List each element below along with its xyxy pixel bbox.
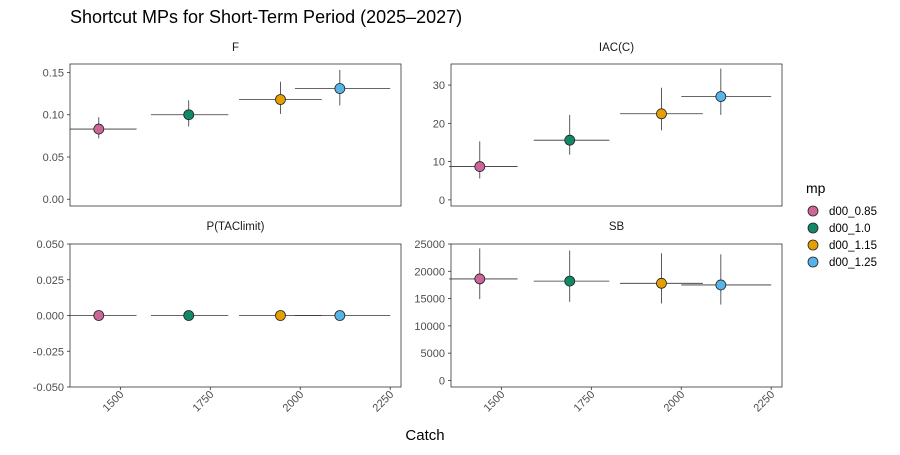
- panel-strip-label: P(TAClimit): [207, 221, 265, 233]
- y-tick-label: 0.00: [43, 194, 64, 206]
- point-marker: [183, 310, 195, 321]
- panel-frame: [450, 243, 783, 388]
- y-tick-label: 10000: [414, 321, 445, 333]
- point-marker: [275, 94, 286, 105]
- point-marker: [656, 108, 667, 120]
- legend: mp d00_0.85 d00_1.0 d00_1.15 d00_1.25: [806, 180, 877, 269]
- data-point-d00_1.0: [533, 114, 610, 155]
- panels-layer: F 0.00 0.05 0.10 0.15 IAC(C) 0 10 20 30 P(TAClimit…: [33, 42, 783, 415]
- data-point-d00_1.0: [150, 310, 229, 321]
- legend-label: d00_1.25: [829, 257, 877, 269]
- data-point-d00_0.85: [70, 310, 137, 321]
- panel-0: F 0.00 0.05 0.10 0.15: [43, 42, 402, 207]
- x-tick-label: 2000: [281, 389, 307, 415]
- y-tick-label: 0: [439, 195, 445, 207]
- y-tick-label: -0.025: [33, 346, 64, 358]
- legend-key: [807, 239, 819, 251]
- point-marker: [275, 310, 286, 321]
- panel-1: IAC(C) 0 10 20 30: [433, 42, 783, 207]
- y-tick-label: 20000: [414, 266, 445, 278]
- legend-label: d00_1.0: [829, 223, 871, 235]
- point-marker: [474, 273, 486, 285]
- chart-title: Shortcut MPs for Short-Term Period (2025…: [70, 7, 462, 27]
- panel-3: SB 0 5000 10000 15000 20000 25000 1500 1750 2000 2…: [414, 221, 783, 415]
- point-marker: [564, 134, 576, 146]
- x-axis-title: Catch: [405, 427, 444, 444]
- x-tick-label: 2250: [752, 389, 778, 415]
- data-point-d00_1.15: [239, 81, 322, 114]
- legend-entry-d00_1.0: d00_1.0: [807, 222, 871, 235]
- point-marker: [183, 109, 195, 121]
- point-marker: [334, 310, 346, 321]
- y-tick-label: 0: [439, 375, 445, 387]
- x-tick-label: 2250: [371, 389, 397, 415]
- data-point-d00_1.25: [294, 69, 391, 106]
- y-tick-label: 5000: [421, 348, 445, 360]
- point-marker: [93, 123, 105, 135]
- data-point-d00_1.25: [681, 68, 772, 115]
- data-point-d00_0.85: [70, 117, 137, 139]
- x-tick-label: 1750: [191, 389, 217, 415]
- point-marker: [474, 161, 486, 172]
- y-tick-label: 10: [433, 157, 445, 169]
- y-tick-label: 15000: [414, 294, 445, 306]
- data-point-d00_1.15: [620, 253, 703, 304]
- legend-entry-d00_1.15: d00_1.15: [807, 239, 877, 252]
- data-point-d00_1.0: [533, 250, 610, 302]
- panel-2: P(TAClimit) -0.050 -0.025 0.000 0.025 0.050 15…: [33, 221, 402, 415]
- point-marker: [656, 277, 667, 289]
- data-point-d00_0.85: [449, 248, 518, 300]
- y-tick-label: 0.000: [36, 311, 64, 323]
- x-tick-label: 2000: [662, 389, 688, 415]
- legend-key: [807, 205, 819, 217]
- y-tick-label: 20: [433, 118, 445, 130]
- y-tick-label: 0.05: [43, 152, 64, 164]
- legend-label: d00_1.15: [829, 240, 877, 252]
- y-tick-label: 0.025: [36, 275, 64, 287]
- data-point-d00_1.0: [150, 100, 229, 127]
- data-point-d00_0.85: [449, 141, 518, 179]
- point-marker: [93, 310, 105, 321]
- point-marker: [564, 275, 576, 287]
- legend-entry-d00_1.25: d00_1.25: [807, 256, 877, 269]
- data-point-d00_1.25: [294, 310, 391, 321]
- x-tick-label: 1500: [482, 389, 508, 415]
- y-tick-label: 25000: [414, 239, 445, 251]
- panel-frame: [450, 63, 783, 207]
- data-point-d00_1.25: [681, 254, 772, 305]
- legend-key: [807, 256, 819, 268]
- panel-strip-label: IAC(C): [599, 42, 634, 54]
- y-tick-label: 0.050: [36, 239, 64, 251]
- y-tick-label: 0.10: [43, 110, 64, 122]
- x-tick-label: 1750: [572, 389, 598, 415]
- panel-strip-label: SB: [609, 221, 625, 233]
- legend-title: mp: [806, 180, 826, 196]
- x-tick-label: 1500: [101, 389, 127, 415]
- point-marker: [715, 279, 727, 291]
- y-tick-label: 0.15: [43, 67, 64, 79]
- y-tick-label: 30: [433, 80, 445, 92]
- point-marker: [334, 83, 346, 94]
- panel-frame: [69, 63, 402, 207]
- legend-key: [807, 222, 819, 234]
- legend-label: d00_0.85: [829, 206, 877, 218]
- y-tick-label: -0.050: [33, 382, 64, 394]
- data-point-d00_1.15: [620, 87, 703, 131]
- point-marker: [715, 91, 727, 102]
- legend-entry-d00_0.85: d00_0.85: [807, 205, 877, 218]
- panel-strip-label: F: [232, 42, 239, 54]
